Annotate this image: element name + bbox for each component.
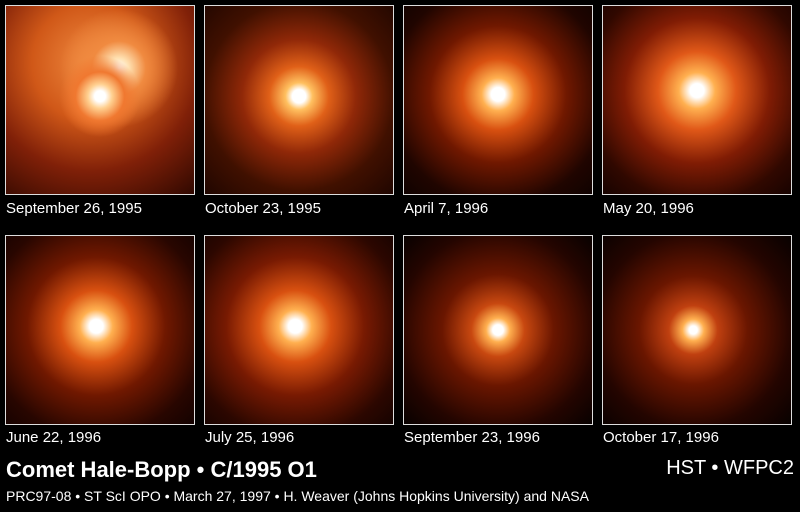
panel-date: April 7, 1996 — [404, 200, 489, 217]
comet-image — [204, 235, 394, 425]
panel-date: May 20, 1996 — [603, 200, 694, 217]
panel-date: September 23, 1996 — [404, 429, 540, 446]
comet-image — [403, 235, 593, 425]
comet-image — [5, 5, 195, 195]
comet-image — [602, 5, 792, 195]
comet-image — [204, 5, 394, 195]
comet-image — [602, 235, 792, 425]
comet-image — [403, 5, 593, 195]
comet-image — [5, 235, 195, 425]
panel-date: June 22, 1996 — [6, 429, 102, 446]
credit: PRC97-08 • ST ScI OPO • March 27, 1997 •… — [6, 488, 589, 504]
panel-date: October 23, 1995 — [205, 200, 321, 217]
panel-date: October 17, 1996 — [603, 429, 719, 446]
panel-date: September 26, 1995 — [6, 200, 142, 217]
instrument: HST • WFPC2 — [666, 457, 794, 479]
panel-date: July 25, 1996 — [205, 429, 295, 446]
title: Comet Hale-Bopp • C/1995 O1 — [6, 457, 317, 482]
